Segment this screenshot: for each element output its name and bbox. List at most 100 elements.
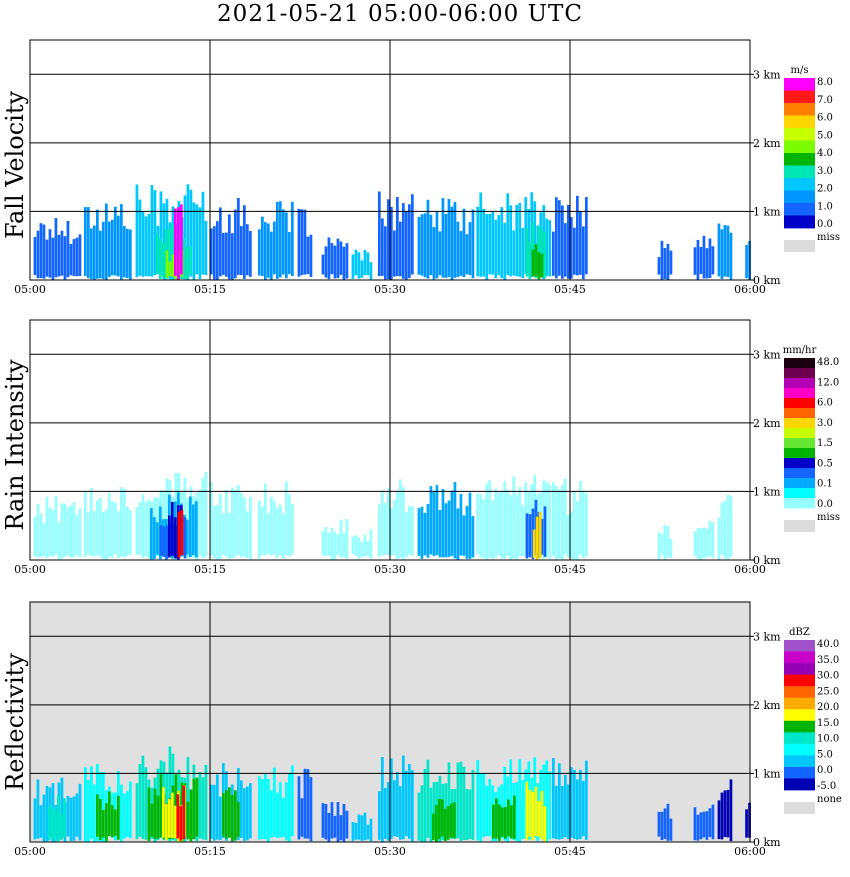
data-mark [435,485,439,555]
data-mark [111,219,114,276]
data-cell [351,812,373,842]
legend-swatch [784,488,815,499]
legend-swatch [784,388,815,399]
data-mark [342,532,346,558]
data-mark [585,197,588,275]
data-mark [153,517,156,560]
data-cell [33,495,82,560]
data-mark [276,508,279,559]
data-mark [36,504,40,558]
data-mark [432,813,435,841]
data-mark [75,514,79,556]
data-mark [657,532,661,560]
data-mark [423,213,427,278]
data-mark [234,790,237,841]
data-cell [552,478,588,560]
x-tick-label: 05:30 [374,845,406,858]
data-cell [176,785,186,841]
data-mark [213,226,216,280]
data-mark [261,779,264,839]
data-mark [189,496,192,558]
data-mark [57,235,61,277]
data-mark [300,209,304,276]
data-cell [321,237,349,280]
data-mark [711,246,715,275]
data-mark [219,493,222,559]
data-mark [174,774,178,837]
data-mark [543,506,547,557]
data-mark [528,241,532,280]
data-mark [333,531,337,560]
data-mark [102,512,105,560]
legend-swatch [784,418,815,429]
data-mark [699,812,703,840]
legend-miss-label: miss [817,512,840,523]
legend-label: 15.0 [817,718,839,729]
data-mark [225,232,228,277]
legend-swatch [784,755,815,768]
data-mark [168,746,172,842]
data-mark [567,205,570,279]
legend-label: 0.0 [817,499,833,510]
data-mark [471,769,475,840]
data-mark [189,189,193,277]
legend-swatch [784,78,815,91]
data-mark [45,239,49,277]
data-mark [87,207,90,279]
data-mark [345,810,349,839]
data-mark [339,241,343,275]
data-mark [228,513,231,560]
data-mark [476,493,480,555]
data-mark [720,229,724,280]
legend-label: 4.0 [817,148,833,159]
data-mark [369,262,373,280]
data-mark [99,497,102,557]
data-mark [198,207,202,280]
data-mark [249,783,252,839]
data-mark [570,217,573,279]
data-mark [540,229,544,278]
data-mark [360,260,364,278]
data-mark [548,220,552,277]
data-mark [186,519,189,555]
legend-label: 40.0 [817,639,839,650]
data-mark [561,785,564,839]
data-mark [222,793,225,837]
data-mark [447,762,451,837]
data-cell [657,525,673,560]
data-mark [210,784,213,839]
data-mark [503,766,507,841]
data-mark [279,782,282,838]
data-mark [153,190,157,276]
data-mark [497,215,501,276]
legend-swatch [784,766,815,779]
data-mark [534,786,538,837]
data-mark [521,780,525,839]
data-mark [291,765,294,837]
data-mark [479,192,483,277]
data-mark [48,229,52,278]
data-mark [66,507,70,556]
data-mark [213,505,216,559]
data-mark [147,787,151,841]
x-tick-label: 05:15 [194,283,226,296]
data-mark [435,211,439,279]
data-mark [453,202,457,278]
data-mark [327,532,331,556]
data-mark [135,783,139,840]
data-mark [33,237,37,276]
data-mark [144,502,148,557]
data-mark [515,204,519,277]
legend-miss-label: none [817,794,842,805]
data-mark [528,514,532,558]
legend-swatch [784,408,815,419]
data-mark [501,807,504,837]
data-mark [84,492,87,558]
data-mark [135,184,139,278]
data-mark [39,223,43,278]
data-mark [120,204,123,280]
data-mark [495,798,498,839]
data-mark [663,808,667,839]
data-mark [162,787,165,838]
legend-swatch [784,153,815,166]
